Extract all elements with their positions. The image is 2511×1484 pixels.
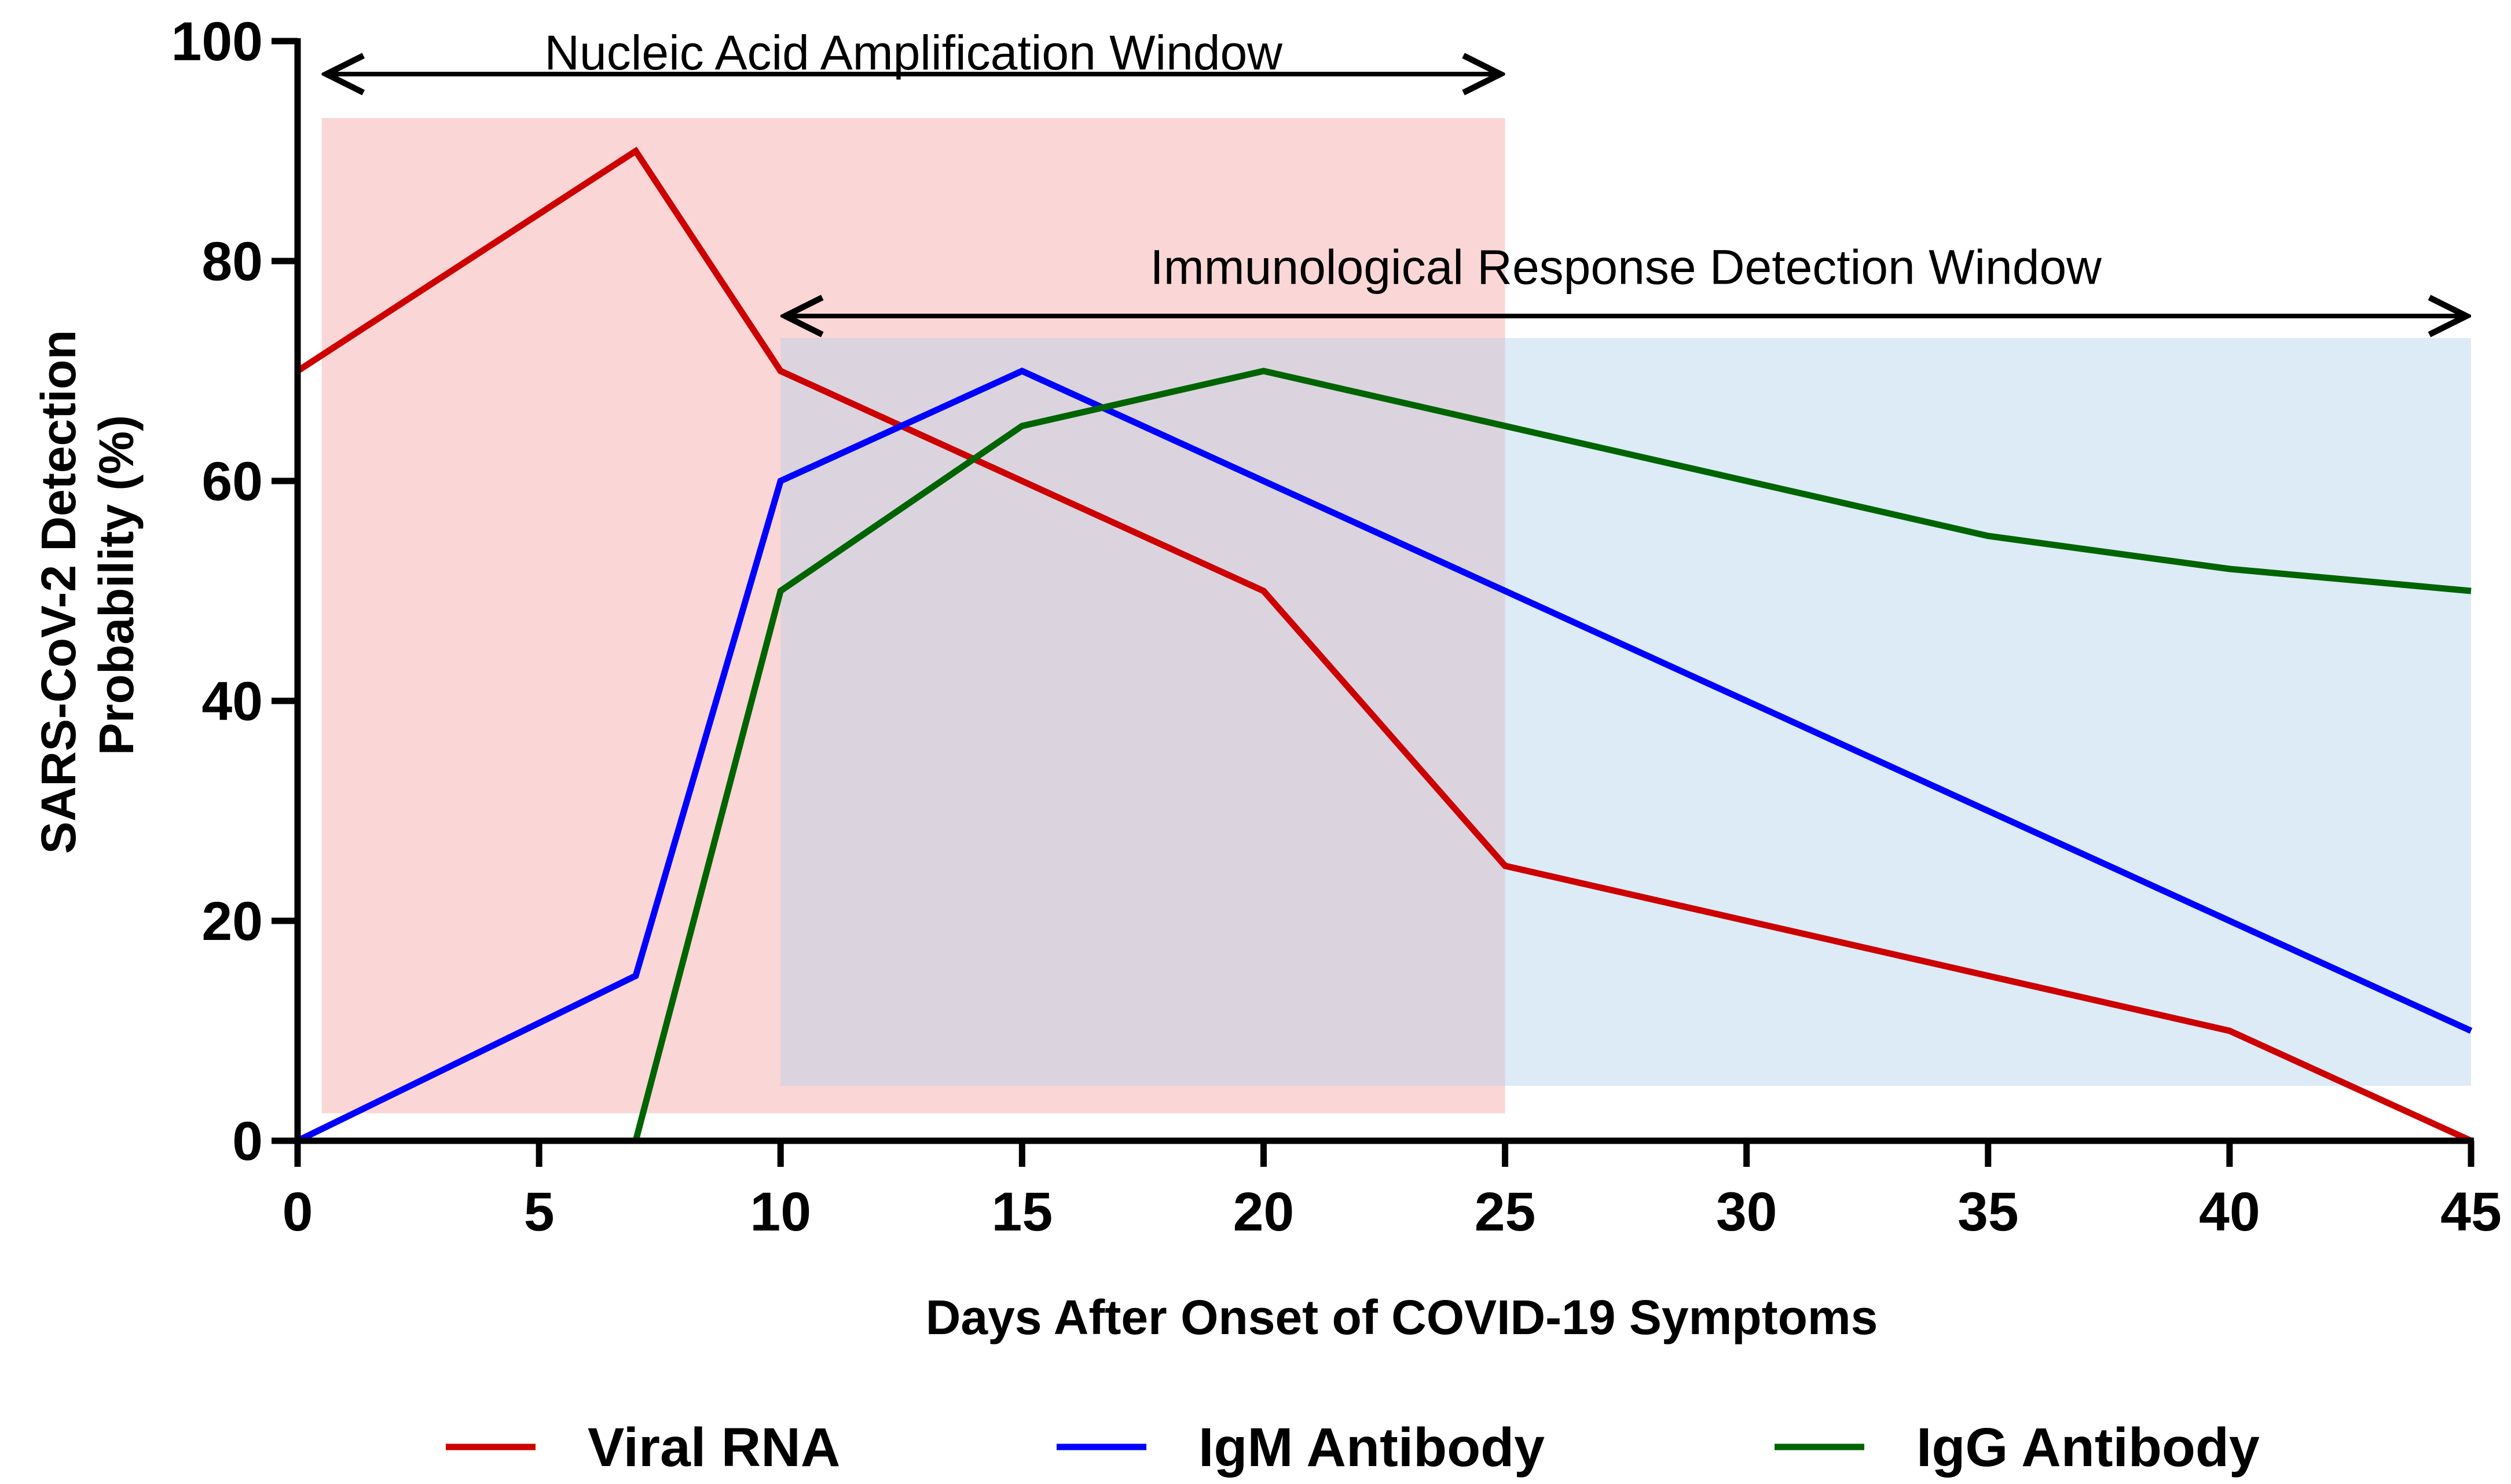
legend-label-2: IgM Antibody [1198, 1417, 1545, 1478]
x-tick-label: 10 [750, 1181, 811, 1243]
series-line-1 [296, 146, 2473, 1144]
window-annotations: Nucleic Acid Amplification Window Immunol… [327, 25, 2466, 316]
window-label-2: Immunological Response Detection Window [1150, 240, 2102, 295]
legend-label-1: Viral RNA [588, 1417, 840, 1478]
window-label-1: Nucleic Acid Amplification Window [544, 25, 1282, 80]
x-tick-label: 5 [524, 1181, 555, 1243]
y-tick-label: 80 [201, 231, 263, 292]
axes [272, 38, 2475, 1167]
x-tick-label: 45 [2440, 1181, 2502, 1243]
legend-label-3: IgG Antibody [1916, 1417, 2260, 1478]
y-tick-label: 60 [201, 451, 263, 512]
tick-labels: 0 5 10 15 20 25 30 35 40 45 0 20 40 60 80 100 [171, 11, 2501, 1243]
x-tick-label: 25 [1475, 1181, 1536, 1243]
y-tick-label: 0 [232, 1111, 263, 1172]
detection-windows [321, 118, 2471, 1114]
series-lines [296, 146, 2473, 1144]
y-tick-label: 20 [201, 891, 263, 952]
window-shade-1 [321, 118, 1505, 1114]
legend: Viral RNA IgM Antibody IgG Antibody [446, 1417, 2260, 1478]
x-tick-label: 0 [283, 1181, 313, 1243]
x-tick-label: 40 [2199, 1181, 2260, 1243]
y-axis-title-line-1: SARS-CoV-2 Detection [31, 330, 86, 854]
x-tick-label: 20 [1233, 1181, 1295, 1243]
x-tick-label: 15 [991, 1181, 1053, 1243]
x-tick-label: 35 [1958, 1181, 2019, 1243]
y-tick-label: 100 [171, 11, 263, 72]
y-axis-title-line-2: Probability (%) [89, 415, 144, 755]
y-tick-label: 40 [201, 671, 263, 732]
window-shade-2 [780, 338, 2471, 1086]
x-tick-label: 30 [1716, 1181, 1777, 1243]
y-axis-title: SARS-CoV-2 Detection Probability (%) [31, 317, 144, 854]
series-line-2 [296, 367, 2473, 1144]
x-axis-title: Days After Onset of COVID-19 Symptoms [926, 1290, 1878, 1345]
series-line-3 [298, 368, 2472, 1144]
